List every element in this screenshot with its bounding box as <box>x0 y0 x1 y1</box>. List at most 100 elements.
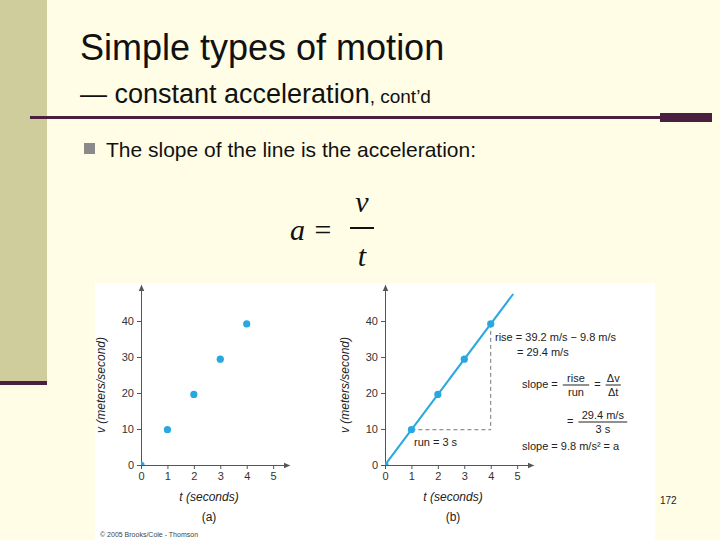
caption: (b) <box>446 510 461 524</box>
annotation: slope =riserun=ΔvΔt <box>522 372 621 398</box>
y-axis: 0 10 20 30 40 <box>366 286 386 472</box>
x-tick: 0 <box>138 465 144 482</box>
y-tick-label: 20 <box>122 387 134 399</box>
y-tick-label: 40 <box>366 315 378 327</box>
run-line <box>411 429 490 430</box>
fraction-numerator: 29.4 m/s <box>582 409 625 421</box>
y-axis-title: v (meters/second) <box>94 337 108 433</box>
bullet-marker <box>84 143 95 154</box>
x-axis: 0 1 2 3 4 5 <box>138 465 289 482</box>
annotation-text: slope = 9.8 m/s² = a <box>522 440 620 452</box>
annotation: slope = 9.8 m/s² = a <box>522 440 620 452</box>
x-tick-mark <box>247 465 248 469</box>
annotation-text: slope = <box>522 378 558 390</box>
y-tick-mark <box>137 357 141 358</box>
chart: 0 1 2 3 4 5 0 10 20 30 40 t (seconds) v (meters/seco… <box>94 286 290 525</box>
x-tick-mark <box>438 465 439 469</box>
x-tick: 1 <box>165 465 171 482</box>
x-tick: 3 <box>462 465 468 482</box>
data-point <box>408 426 415 433</box>
x-axis-line <box>386 465 534 466</box>
plot-area <box>385 294 513 465</box>
y-axis-line <box>141 286 142 466</box>
title-rule <box>30 116 712 119</box>
subtitle-suffix: , cont’d <box>370 86 431 107</box>
caption: (a) <box>202 510 217 524</box>
y-tick-mark <box>381 321 385 322</box>
formula-numerator: v <box>355 185 369 218</box>
x-tick-label: 1 <box>165 470 171 482</box>
x-axis-title: t (seconds) <box>423 490 482 504</box>
y-tick-label: 30 <box>122 351 134 363</box>
x-tick: 5 <box>271 465 277 482</box>
copyright: © 2005 Brooks/Cole - Thomson <box>100 531 198 538</box>
y-tick: 20 <box>366 387 385 399</box>
y-tick-mark <box>137 321 141 322</box>
title: Simple types of motion <box>80 27 444 68</box>
annotation-text: = <box>567 415 573 427</box>
x-axis: 012345 <box>382 465 533 482</box>
data-point <box>434 391 441 398</box>
data-point <box>385 461 389 465</box>
data-point <box>243 320 250 327</box>
fraction-denominator: 3 s <box>595 423 610 435</box>
formula-left: a = <box>290 213 333 246</box>
annotation: rise = 39.2 m/s − 9.8 m/s <box>495 331 617 343</box>
x-tick-label: 4 <box>244 470 250 482</box>
x-tick-label: 3 <box>218 470 224 482</box>
x-tick: 3 <box>218 465 224 482</box>
x-tick: 2 <box>435 465 441 482</box>
x-tick: 5 <box>515 465 521 482</box>
data-line <box>385 294 513 465</box>
formula-denominator: t <box>358 239 367 272</box>
y-tick: 0 <box>128 459 141 471</box>
x-tick-label: 3 <box>462 470 468 482</box>
x-tick-label: 0 <box>138 470 144 482</box>
y-tick-label: 10 <box>122 423 134 435</box>
y-tick-label: 40 <box>122 315 134 327</box>
y-tick-mark <box>381 357 385 358</box>
y-tick-mark <box>381 429 385 430</box>
bullet-text: The slope of the line is the acceleratio… <box>106 138 476 161</box>
side-rule <box>0 381 47 385</box>
data-point <box>217 356 224 363</box>
chart: 012345010203040t (seconds)v (meters/seco… <box>338 286 627 525</box>
subtitle: — constant acceleration, cont’d <box>80 79 431 109</box>
y-tick: 10 <box>366 423 385 435</box>
x-tick-mark <box>385 465 386 469</box>
y-tick: 40 <box>122 315 141 327</box>
data-point <box>164 426 171 433</box>
x-tick-mark <box>273 465 274 469</box>
y-tick-mark <box>381 465 385 466</box>
y-tick: 10 <box>122 423 141 435</box>
x-tick-label: 1 <box>409 470 415 482</box>
y-tick: 20 <box>122 387 141 399</box>
data-point <box>141 461 145 465</box>
x-tick-mark <box>464 465 465 469</box>
data-point <box>487 320 494 327</box>
y-tick-label: 0 <box>128 459 134 471</box>
page-number: 172 <box>660 495 677 506</box>
y-axis-title: v (meters/second) <box>338 337 352 433</box>
plot-area <box>141 320 250 465</box>
y-tick: 30 <box>366 351 385 363</box>
x-tick-mark <box>517 465 518 469</box>
y-tick-mark <box>381 393 385 394</box>
fraction-denominator: Δt <box>608 386 618 398</box>
annotation: run = 3 s <box>414 436 458 448</box>
x-tick: 0 <box>382 465 388 482</box>
x-tick-label: 2 <box>435 470 441 482</box>
fraction-numerator: rise <box>567 372 585 384</box>
annotation-text: = <box>594 378 600 390</box>
y-tick-label: 0 <box>372 459 378 471</box>
y-tick-label: 10 <box>366 423 378 435</box>
data-point <box>461 356 468 363</box>
annotation-text: run = 3 s <box>414 436 458 448</box>
x-axis-title: t (seconds) <box>179 490 238 504</box>
x-tick: 2 <box>191 465 197 482</box>
side-band <box>0 0 47 383</box>
x-tick: 1 <box>409 465 415 482</box>
x-tick-mark <box>141 465 142 469</box>
y-tick-mark <box>137 465 141 466</box>
y-tick: 30 <box>122 351 141 363</box>
